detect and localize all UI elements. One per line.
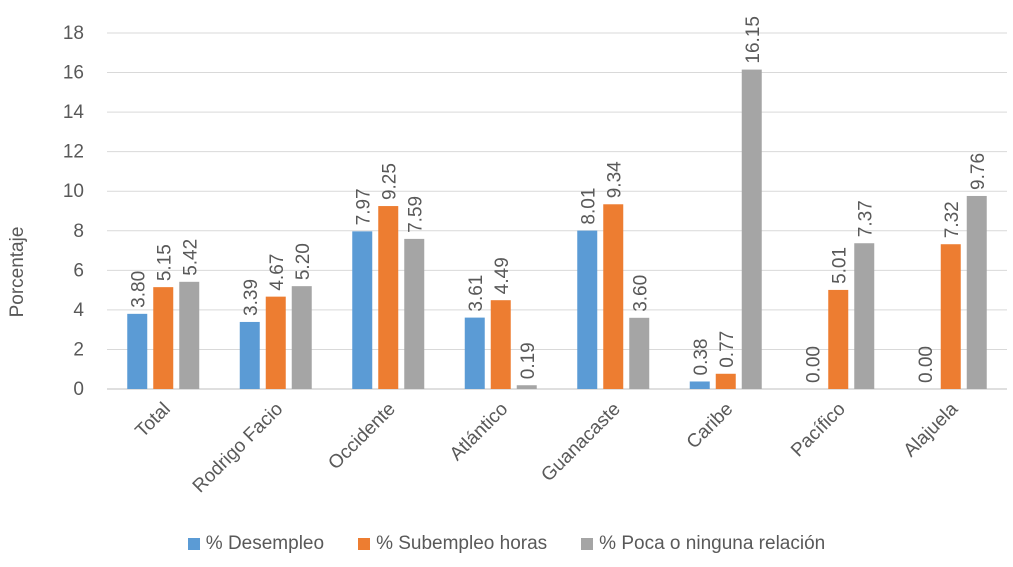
bar — [577, 230, 598, 389]
x-category-label: Rodrigo Facio — [189, 399, 287, 497]
y-tick-label: 6 — [73, 260, 84, 281]
bar — [265, 296, 286, 389]
x-category-label: Guanacaste — [537, 399, 624, 486]
data-label: 8.01 — [578, 188, 599, 225]
x-category-label: Total — [132, 399, 175, 442]
data-label: 16.15 — [743, 16, 764, 64]
legend-item: % Subempleo horas — [358, 533, 547, 555]
data-labels: 3.805.15 5.42 3.394.67 5.20 7.979.257.59 3.61… — [128, 16, 989, 383]
x-category-label: Alajuela — [900, 398, 963, 461]
bar — [404, 238, 425, 389]
bar — [179, 281, 200, 389]
data-label: 0.77 — [717, 331, 738, 368]
bar — [603, 204, 624, 389]
chart-legend: % Desempleo % Subempleo horas % Poca o nin… — [0, 533, 1013, 555]
bar — [715, 373, 736, 389]
data-label: 9.34 — [604, 161, 625, 198]
data-label: 5.01 — [829, 247, 850, 284]
x-category-label: Pacífico — [787, 399, 850, 462]
bar — [153, 287, 174, 389]
bar — [828, 289, 849, 389]
bar — [378, 206, 399, 389]
legend-label: % Desempleo — [205, 533, 325, 554]
legend-item: % Poca o ninguna relación — [581, 533, 825, 555]
data-label: 0.00 — [916, 346, 937, 383]
legend-item: % Desempleo — [187, 533, 325, 555]
bar — [291, 286, 312, 389]
data-label: 4.67 — [267, 254, 288, 291]
data-label: 0.00 — [803, 346, 824, 383]
bar — [741, 69, 762, 389]
bar — [854, 243, 875, 389]
legend-swatch — [187, 538, 200, 550]
data-label: 5.15 — [154, 244, 175, 281]
data-label: 9.76 — [968, 153, 989, 190]
data-label: 0.19 — [518, 342, 539, 379]
data-label: 7.59 — [405, 196, 426, 233]
x-axis-categories: Total Rodrigo Facio Occidente Atlántico Guan… — [132, 398, 963, 497]
bar — [464, 317, 485, 389]
bar — [352, 231, 373, 389]
bar — [490, 300, 511, 389]
y-axis-label: Porcentaje — [7, 227, 28, 318]
bar — [629, 317, 650, 389]
data-label: 7.97 — [353, 188, 374, 225]
bar-chart: 0 2 4 6 8 10 12 14 16 18 3.805.15 5.42 3.394.67 5.20… — [7, 16, 1007, 497]
data-label: 3.39 — [241, 279, 262, 316]
y-tick-label: 8 — [73, 221, 84, 242]
data-label: 3.61 — [466, 275, 487, 312]
legend-swatch — [358, 538, 371, 550]
legend-swatch — [581, 538, 594, 550]
y-tick-label: 16 — [63, 63, 84, 84]
bar — [239, 321, 260, 389]
data-label: 5.42 — [180, 239, 201, 276]
bar — [127, 313, 148, 389]
y-tick-label: 12 — [63, 142, 84, 163]
data-label: 0.38 — [691, 339, 712, 376]
data-label: 3.60 — [630, 275, 651, 312]
x-category-label: Caribe — [683, 399, 737, 453]
bar — [689, 381, 710, 389]
data-label: 5.20 — [293, 243, 314, 280]
y-tick-label: 0 — [73, 379, 84, 400]
bar — [940, 244, 961, 389]
x-category-label: Occidente — [324, 399, 399, 474]
legend-label: % Subempleo horas — [376, 533, 548, 554]
legend-label: % Poca o ninguna relación — [599, 533, 826, 554]
data-label: 3.80 — [128, 271, 149, 308]
data-label: 4.49 — [492, 257, 513, 294]
y-tick-label: 14 — [63, 102, 85, 123]
bar — [966, 195, 987, 389]
data-label: 9.25 — [379, 163, 400, 200]
x-category-label: Atlántico — [446, 399, 512, 465]
data-label: 7.32 — [942, 201, 963, 238]
y-tick-label: 18 — [63, 23, 84, 44]
bars — [127, 69, 987, 389]
y-tick-label: 10 — [63, 181, 84, 202]
data-label: 7.37 — [855, 200, 876, 237]
y-tick-label: 2 — [73, 339, 84, 360]
y-axis-ticks: 0 2 4 6 8 10 12 14 16 18 — [63, 23, 85, 400]
bar — [516, 385, 537, 389]
y-tick-label: 4 — [73, 300, 84, 321]
